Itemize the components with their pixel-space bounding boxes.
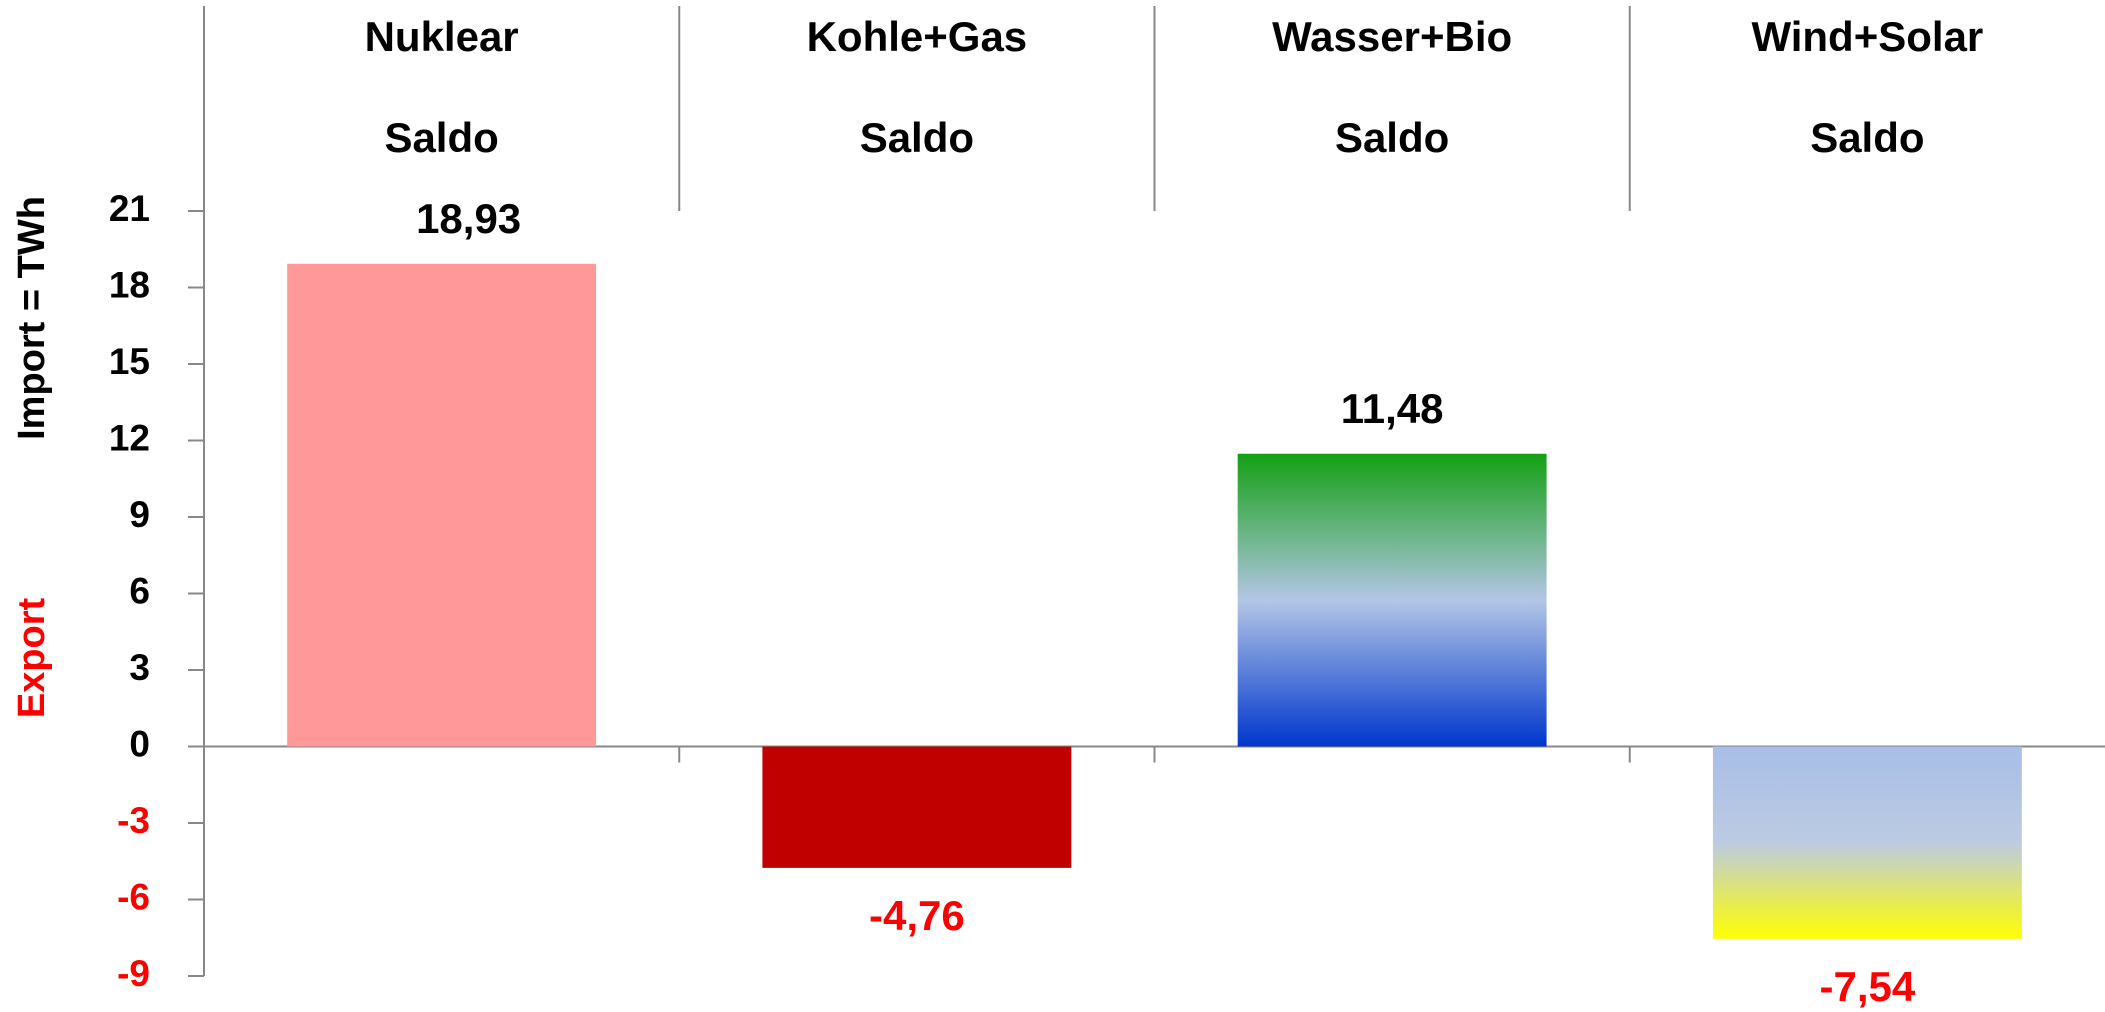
x-tick-sublabel: Saldo <box>860 114 974 161</box>
y-axis-label-export: Export <box>11 597 53 718</box>
y-tick-label: 21 <box>109 188 150 229</box>
y-tick-label: 0 <box>129 723 150 764</box>
x-tick-label: Kohle+Gas <box>807 13 1028 60</box>
value-label: -7,54 <box>1820 963 1916 1010</box>
x-tick-sublabel: Saldo <box>1810 114 1924 161</box>
y-axis-label: Import = TWh <box>11 196 53 440</box>
y-tick-label: 6 <box>129 570 150 611</box>
x-tick-label: Wind+Solar <box>1751 13 1983 60</box>
y-tick-label: -3 <box>117 800 150 841</box>
y-tick-label: -6 <box>117 876 150 917</box>
value-label: 11,48 <box>1341 385 1444 432</box>
y-tick-label: 3 <box>129 647 150 688</box>
x-tick-sublabel: Saldo <box>384 114 498 161</box>
x-tick-label: Wasser+Bio <box>1272 13 1512 60</box>
x-tick-sublabel: Saldo <box>1335 114 1449 161</box>
y-tick-label: 18 <box>109 264 150 305</box>
bar <box>1237 453 1547 747</box>
y-tick-label: -9 <box>117 953 150 994</box>
y-tick-label: 12 <box>109 417 150 458</box>
bar <box>762 746 1072 868</box>
y-tick-label: 9 <box>129 494 150 535</box>
value-label: 18,93 <box>416 195 521 242</box>
y-tick-label: 15 <box>109 341 150 382</box>
bar <box>1712 746 2022 939</box>
value-label: -4,76 <box>869 892 965 939</box>
x-tick-label: Nuklear <box>365 13 519 60</box>
bar <box>287 263 597 747</box>
